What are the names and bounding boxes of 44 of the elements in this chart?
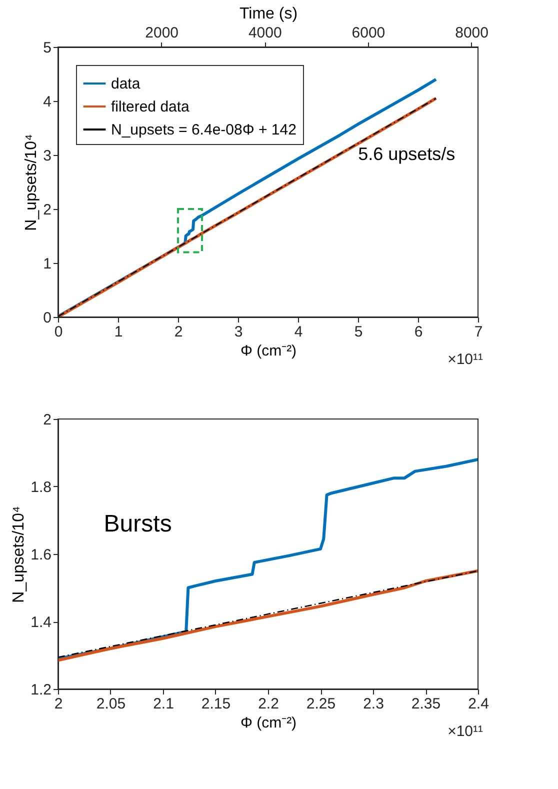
- x-axis-title: Φ (cm⁻²): [240, 714, 297, 732]
- annotation: 5.6 upsets/s: [358, 144, 456, 164]
- legend-label: filtered data: [111, 98, 190, 116]
- x2-axis-title: Time (s): [239, 6, 298, 22]
- x-axis-title: Φ (cm⁻²): [240, 342, 297, 360]
- y-tick-label: 2: [43, 202, 52, 218]
- x-tick-label: 6: [414, 324, 423, 340]
- x-tick-label: 4: [294, 324, 303, 340]
- x2-tick-label: 2000: [145, 24, 179, 42]
- y-tick-label: 1.6: [30, 546, 52, 564]
- y-tick-label: 3: [43, 148, 52, 164]
- annotation: Bursts: [104, 510, 172, 538]
- x-tick-label: 2.1: [153, 696, 174, 712]
- y-tick-label: 1.8: [30, 479, 52, 496]
- x-tick-label: 5: [354, 324, 363, 340]
- x-tick-label: 3: [234, 324, 243, 340]
- x-tick-label: 2.35: [411, 696, 441, 712]
- x-tick-label: 2.4: [468, 696, 489, 712]
- x-tick-label: 2.05: [96, 696, 126, 712]
- x-tick-label: 2.3: [363, 696, 384, 712]
- y-axis-title: N_upsets/10⁴: [10, 506, 28, 603]
- x-tick-label: 7: [474, 324, 483, 340]
- x-tick-label: 2.15: [201, 696, 231, 712]
- x-tick-label: 1: [114, 324, 123, 340]
- legend-label: data: [111, 76, 141, 92]
- x-tick-label: 0: [54, 324, 63, 340]
- y-tick-label: 1: [43, 256, 52, 272]
- y-tick-label: 1.4: [30, 614, 52, 631]
- x2-tick-label: 6000: [352, 24, 386, 42]
- y-tick-label: 0: [43, 310, 52, 326]
- x-tick-label: 2.25: [306, 696, 336, 712]
- x-tick-label: 2: [174, 324, 183, 340]
- x2-tick-label: 4000: [248, 24, 282, 42]
- y-tick-label: 2: [43, 412, 52, 428]
- legend-label: N_upsets = 6.4e-08Φ + 142: [111, 122, 296, 138]
- y-tick-label: 4: [43, 94, 52, 110]
- text: ×10¹¹: [448, 351, 483, 368]
- x2-tick-label: 8000: [455, 24, 488, 42]
- y-tick-label: 1.2: [30, 682, 52, 698]
- x-tick-label: 2.2: [258, 696, 279, 712]
- text: ×10¹¹: [448, 723, 483, 740]
- x-tick-label: 2: [54, 696, 63, 712]
- y-tick-label: 5: [43, 40, 52, 56]
- y-axis-title: N_upsets/10⁴: [23, 134, 40, 231]
